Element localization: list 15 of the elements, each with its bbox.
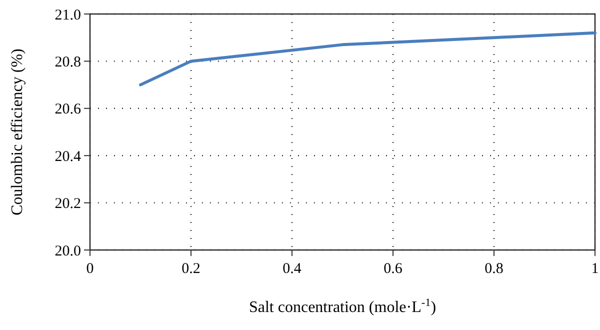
x-tick-label: 0.2 (182, 261, 200, 277)
x-tick-label: 0.4 (282, 261, 302, 277)
y-tick-label: 20.6 (54, 102, 82, 118)
y-tick-label: 20.8 (54, 54, 81, 70)
x-tick-label: 0.8 (484, 261, 504, 277)
y-tick-label: 20.4 (54, 148, 82, 165)
y-axis-title: Coulombic efficiency (%) (9, 48, 26, 216)
x-tick-label: 0 (86, 261, 94, 277)
x-tick-label: 1 (591, 261, 599, 277)
x-axis-title: Salt concentration (mole·L$^{-1}$) (248, 297, 436, 316)
x-tick-label: 0.6 (384, 261, 403, 277)
y-tick-label: 20.0 (54, 243, 81, 260)
y-tick-label: 20.2 (54, 196, 81, 212)
line-series (139, 31, 596, 86)
y-tick-label: 21.0 (54, 7, 81, 24)
